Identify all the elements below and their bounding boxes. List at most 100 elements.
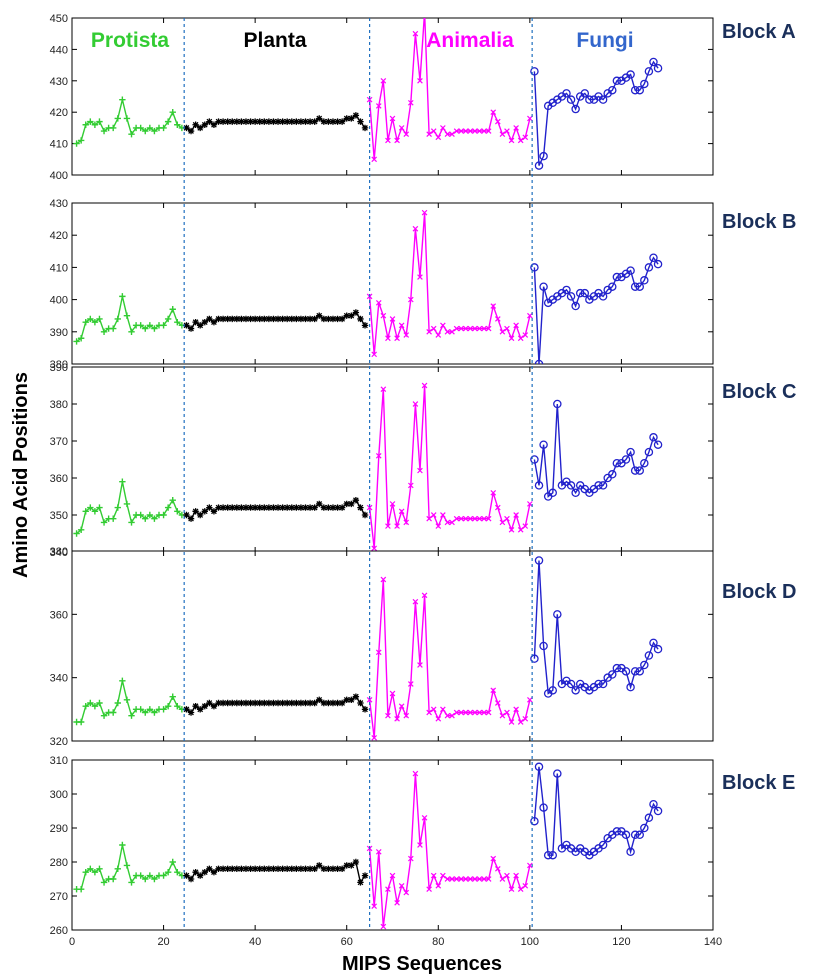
data-point [151,325,158,332]
data-point [571,686,580,695]
data-point [462,515,469,522]
data-point [398,508,405,515]
data-point [128,130,135,138]
data-point [644,263,654,272]
data-point [160,124,167,132]
data-point [146,322,154,329]
data-point [539,641,548,651]
data-point [371,903,378,910]
data-point [96,315,103,323]
data-point [467,128,474,134]
data-point [306,865,314,872]
data-point [274,504,282,511]
data-point [635,667,644,676]
data-point [316,115,323,122]
data-point [306,315,314,323]
data-point [472,128,478,134]
data-point [352,858,360,866]
data-point [316,696,323,704]
data-point [160,511,167,519]
data-point [210,318,218,326]
data-point [82,318,89,326]
data-point [238,118,245,125]
data-point [640,276,649,285]
data-point [398,882,405,889]
data-point [435,716,442,722]
data-point [174,869,181,876]
y-tick-label: 360 [50,609,68,621]
data-point [247,699,254,707]
data-point [571,301,580,311]
data-point [348,500,355,508]
data-point [128,712,135,719]
data-point [329,315,337,323]
data-point [357,879,364,886]
data-point [375,848,382,855]
data-point [197,706,204,713]
data-point [435,332,442,338]
data-point [389,690,396,697]
data-point [297,699,305,707]
y-tick-label: 320 [50,736,68,748]
data-point [183,124,190,132]
data-point [534,762,544,772]
data-point [453,515,460,522]
data-point [187,709,195,716]
data-point [119,841,126,849]
data-point [274,865,282,872]
data-point [247,865,254,872]
y-tick-label: 280 [50,857,68,869]
data-point [417,662,423,668]
data-point [490,687,497,694]
data-point [82,702,89,710]
data-point [398,125,405,131]
data-point [644,813,654,823]
y-axis-title: Amino Acid Positions [10,372,32,578]
data-point [114,115,121,122]
data-point [444,131,451,138]
data-point [169,858,176,866]
data-point [224,118,231,125]
data-point [224,865,231,872]
data-point [517,526,524,533]
series-group [73,382,663,552]
data-point [612,458,622,468]
data-point [499,876,506,882]
data-point [87,118,94,125]
data-point [635,85,644,95]
data-point [283,315,291,323]
data-point [458,876,465,882]
data-point [306,118,314,125]
data-point [201,508,208,515]
data-point [444,519,451,526]
data-point [621,455,631,464]
plot-frame [71,366,714,553]
data-point [626,682,635,692]
data-point [640,458,649,468]
data-point [449,519,455,526]
y-tick-label: 350 [50,510,68,522]
data-point [123,500,131,508]
y-tick-label: 270 [50,891,68,903]
data-point [430,872,437,879]
data-point [261,315,268,323]
data-point [649,799,658,809]
data-point [403,332,410,338]
data-point [164,504,172,511]
data-point [293,865,300,872]
data-point [311,118,318,125]
data-point [183,322,190,329]
data-point [114,865,121,872]
data-point [142,127,149,135]
data-point [229,699,236,707]
data-point [224,315,231,323]
data-point [485,325,492,332]
data-point [417,467,423,474]
data-point [485,515,492,522]
data-point [183,706,190,713]
data-point [224,699,231,707]
data-point [142,709,149,716]
data-point [256,699,263,707]
chart-overlay: 0 20 40 60 80 100 120 140 Protista Planta Animalia… [69,18,722,948]
